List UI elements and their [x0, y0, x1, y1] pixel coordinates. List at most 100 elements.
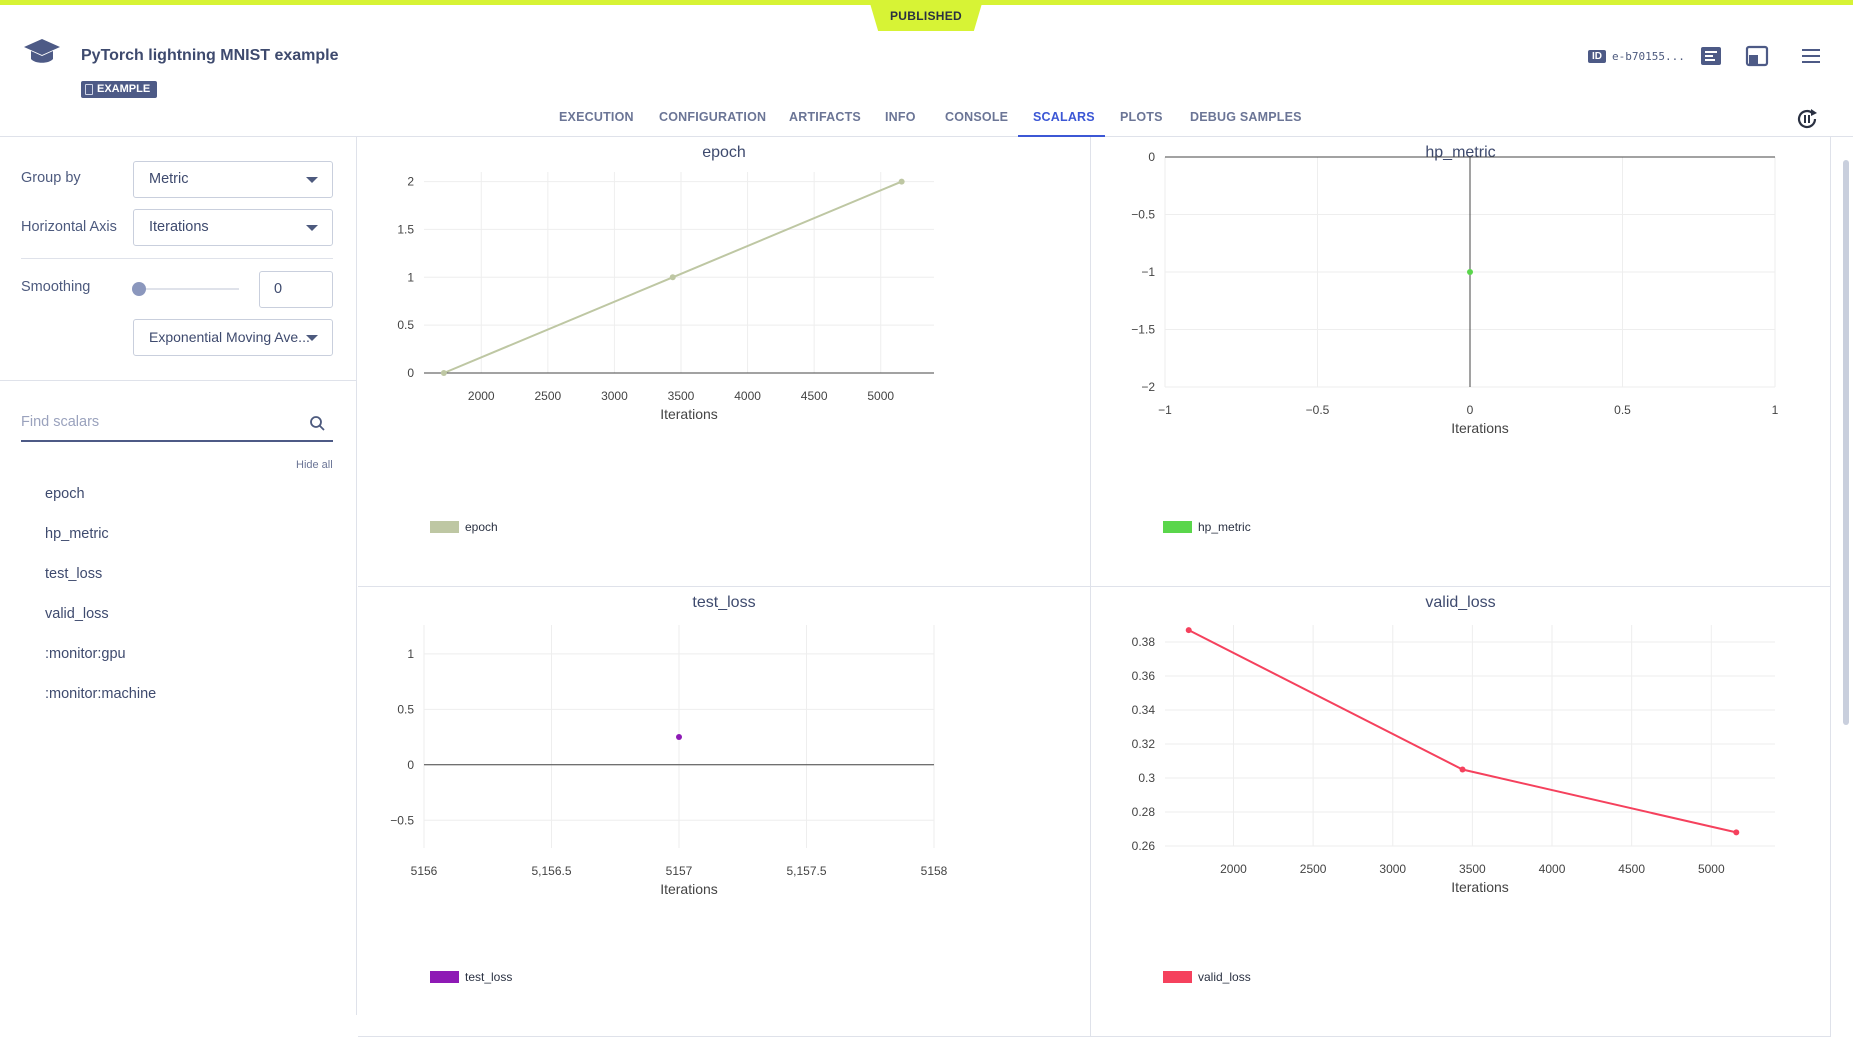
metric-item-test-loss[interactable]: test_loss [45, 566, 103, 582]
details-icon[interactable] [1699, 45, 1723, 67]
tab-scalars[interactable]: SCALARS [1033, 110, 1095, 124]
y-tick-label: 0 [1148, 150, 1155, 164]
x-tick-label: 2000 [468, 389, 495, 403]
tab-info[interactable]: INFO [885, 110, 916, 124]
divider [0, 380, 357, 381]
chart-legend[interactable]: hp_metric [1163, 520, 1251, 534]
id-value: e-b70155... [1612, 49, 1685, 63]
smoothing-slider-track[interactable] [139, 288, 239, 290]
find-scalars-search [21, 407, 333, 442]
y-tick-label: −1 [1141, 265, 1155, 279]
chart-legend[interactable]: test_loss [430, 970, 512, 984]
tab-console[interactable]: CONSOLE [945, 110, 1009, 124]
y-tick-label: 0.36 [1132, 669, 1156, 683]
tab-plots[interactable]: PLOTS [1120, 110, 1163, 124]
data-point [898, 178, 905, 185]
y-tick-label: 0.5 [397, 318, 414, 332]
chart-test-loss[interactable]: 5156 5,156.5 5157 5,157.5 5158 −0.5 0 0.5 1 Itera… [358, 587, 1091, 1037]
x-tick-label: 5,156.5 [531, 864, 571, 878]
tab-artifacts[interactable]: ARTIFACTS [789, 110, 861, 124]
example-badge-label: EXAMPLE [97, 83, 151, 95]
x-tick-label: 4500 [801, 389, 828, 403]
x-axis-title: Iterations [1451, 420, 1509, 436]
tabs: EXECUTION CONFIGURATION ARTIFACTS INFO C… [0, 97, 1853, 137]
legend-label: test_loss [465, 970, 513, 984]
chart-panel-hp-metric[interactable]: hp_metric −1 −0.5 0 0.5 1 −2 −1.5 −1 −0.5 0 Iterat… [1091, 137, 1831, 587]
search-icon[interactable] [309, 415, 325, 431]
id-tag: ID [1588, 49, 1606, 63]
x-tick-label: 4000 [1539, 862, 1566, 876]
hide-all-link[interactable]: Hide all [296, 459, 333, 471]
experiment-title: PyTorch lightning MNIST example [81, 47, 339, 64]
x-tick-label: 4500 [1618, 862, 1645, 876]
chart-title: test_loss [692, 594, 756, 611]
data-point [1733, 829, 1740, 836]
experiment-id[interactable]: ID e-b70155... [1588, 47, 1685, 65]
divider [21, 258, 333, 259]
smoothing-value-input[interactable]: 0 [259, 271, 333, 308]
smoothing-slider-handle[interactable] [132, 282, 146, 296]
chart-valid-loss[interactable]: 2000 2500 3000 3500 4000 4500 5000 0.26 0.28 0.3 0… [1091, 587, 1831, 1037]
horizontal-axis-select[interactable]: Iterations [133, 209, 333, 246]
chart-hp-metric[interactable]: −1 −0.5 0 0.5 1 −2 −1.5 −1 −0.5 0 Iterations [1091, 137, 1831, 587]
search-input[interactable] [21, 407, 301, 437]
example-badge: EXAMPLE [81, 81, 158, 98]
smoothing-method-value: Exponential Moving Ave... [149, 329, 310, 345]
data-point [1185, 627, 1192, 634]
smoothing-method-select[interactable]: Exponential Moving Ave... [133, 319, 333, 356]
x-tick-label: 3000 [1379, 862, 1406, 876]
chart-epoch[interactable]: 2000 2500 3000 3500 4000 4500 5000 0 0.5 1 1.5 2 Ite… [358, 137, 1091, 587]
x-tick-label: 0 [1467, 403, 1474, 417]
x-tick-label: 5000 [867, 389, 894, 403]
metric-item-valid-loss[interactable]: valid_loss [45, 606, 109, 622]
y-tick-label: 2 [407, 175, 414, 189]
horizontal-axis-value: Iterations [149, 219, 209, 235]
y-tick-label: 0.28 [1132, 805, 1156, 819]
chart-legend[interactable]: epoch [430, 520, 498, 534]
metric-item-hp-metric[interactable]: hp_metric [45, 526, 109, 542]
experiment-header: PyTorch lightning MNIST example EXAMPLE … [0, 5, 1853, 137]
x-tick-label: 5158 [921, 864, 948, 878]
y-tick-label: 1 [407, 647, 414, 661]
horizontal-axis-label: Horizontal Axis [21, 219, 117, 235]
metric-item-monitor-machine[interactable]: :monitor:machine [45, 686, 157, 702]
legend-swatch [1163, 521, 1192, 533]
panel-layout-icon[interactable] [1745, 45, 1769, 67]
x-tick-label: 3000 [601, 389, 628, 403]
tag-icon [85, 84, 93, 95]
x-tick-label: 3500 [1459, 862, 1486, 876]
auto-refresh-icon[interactable] [1795, 107, 1819, 131]
y-tick-label: 0.32 [1132, 737, 1156, 751]
chart-panel-test-loss[interactable]: test_loss 5156 5,156.5 5157 5,157.5 5158 −0.5… [358, 587, 1091, 1037]
x-tick-label: 4000 [734, 389, 761, 403]
x-tick-label: 2500 [534, 389, 561, 403]
scalars-panels: epoch 2000 2500 3000 3500 4000 4500 5000 0 0.5 1 1… [358, 137, 1853, 1037]
graduation-cap-icon [24, 39, 60, 63]
legend-swatch [1163, 971, 1192, 983]
chart-legend[interactable]: valid_loss [1163, 970, 1251, 984]
y-tick-label: 0.26 [1132, 839, 1156, 853]
tab-configuration[interactable]: CONFIGURATION [659, 110, 767, 124]
group-by-select[interactable]: Metric [133, 161, 333, 198]
metric-item-epoch[interactable]: epoch [45, 486, 85, 502]
panels-scrollbar[interactable] [1843, 160, 1849, 725]
data-point [1459, 766, 1466, 773]
y-tick-label: −2 [1141, 380, 1155, 394]
x-tick-label: −0.5 [1306, 403, 1330, 417]
x-tick-label: 5156 [411, 864, 438, 878]
y-tick-label: 0 [407, 758, 414, 772]
y-tick-label: 0.3 [1138, 771, 1155, 785]
chart-panel-valid-loss[interactable]: valid_loss 2000 2500 3000 3500 4000 4500 5000 0… [1091, 587, 1831, 1037]
menu-icon[interactable] [1799, 45, 1823, 67]
legend-label: valid_loss [1198, 970, 1251, 984]
chart-panel-epoch[interactable]: epoch 2000 2500 3000 3500 4000 4500 5000 0 0.5 1 1… [358, 137, 1091, 587]
metric-item-monitor-gpu[interactable]: :monitor:gpu [45, 646, 126, 662]
status-badge: PUBLISHED [869, 0, 983, 31]
tab-execution[interactable]: EXECUTION [559, 110, 634, 124]
y-tick-label: 0.5 [397, 702, 414, 716]
data-point [676, 734, 682, 741]
x-tick-label: 3500 [668, 389, 695, 403]
caret-down-icon [306, 177, 318, 183]
tab-debug-samples[interactable]: DEBUG SAMPLES [1190, 110, 1302, 124]
scalars-sidebar: Group by Metric Horizontal Axis Iteratio… [0, 137, 357, 1015]
